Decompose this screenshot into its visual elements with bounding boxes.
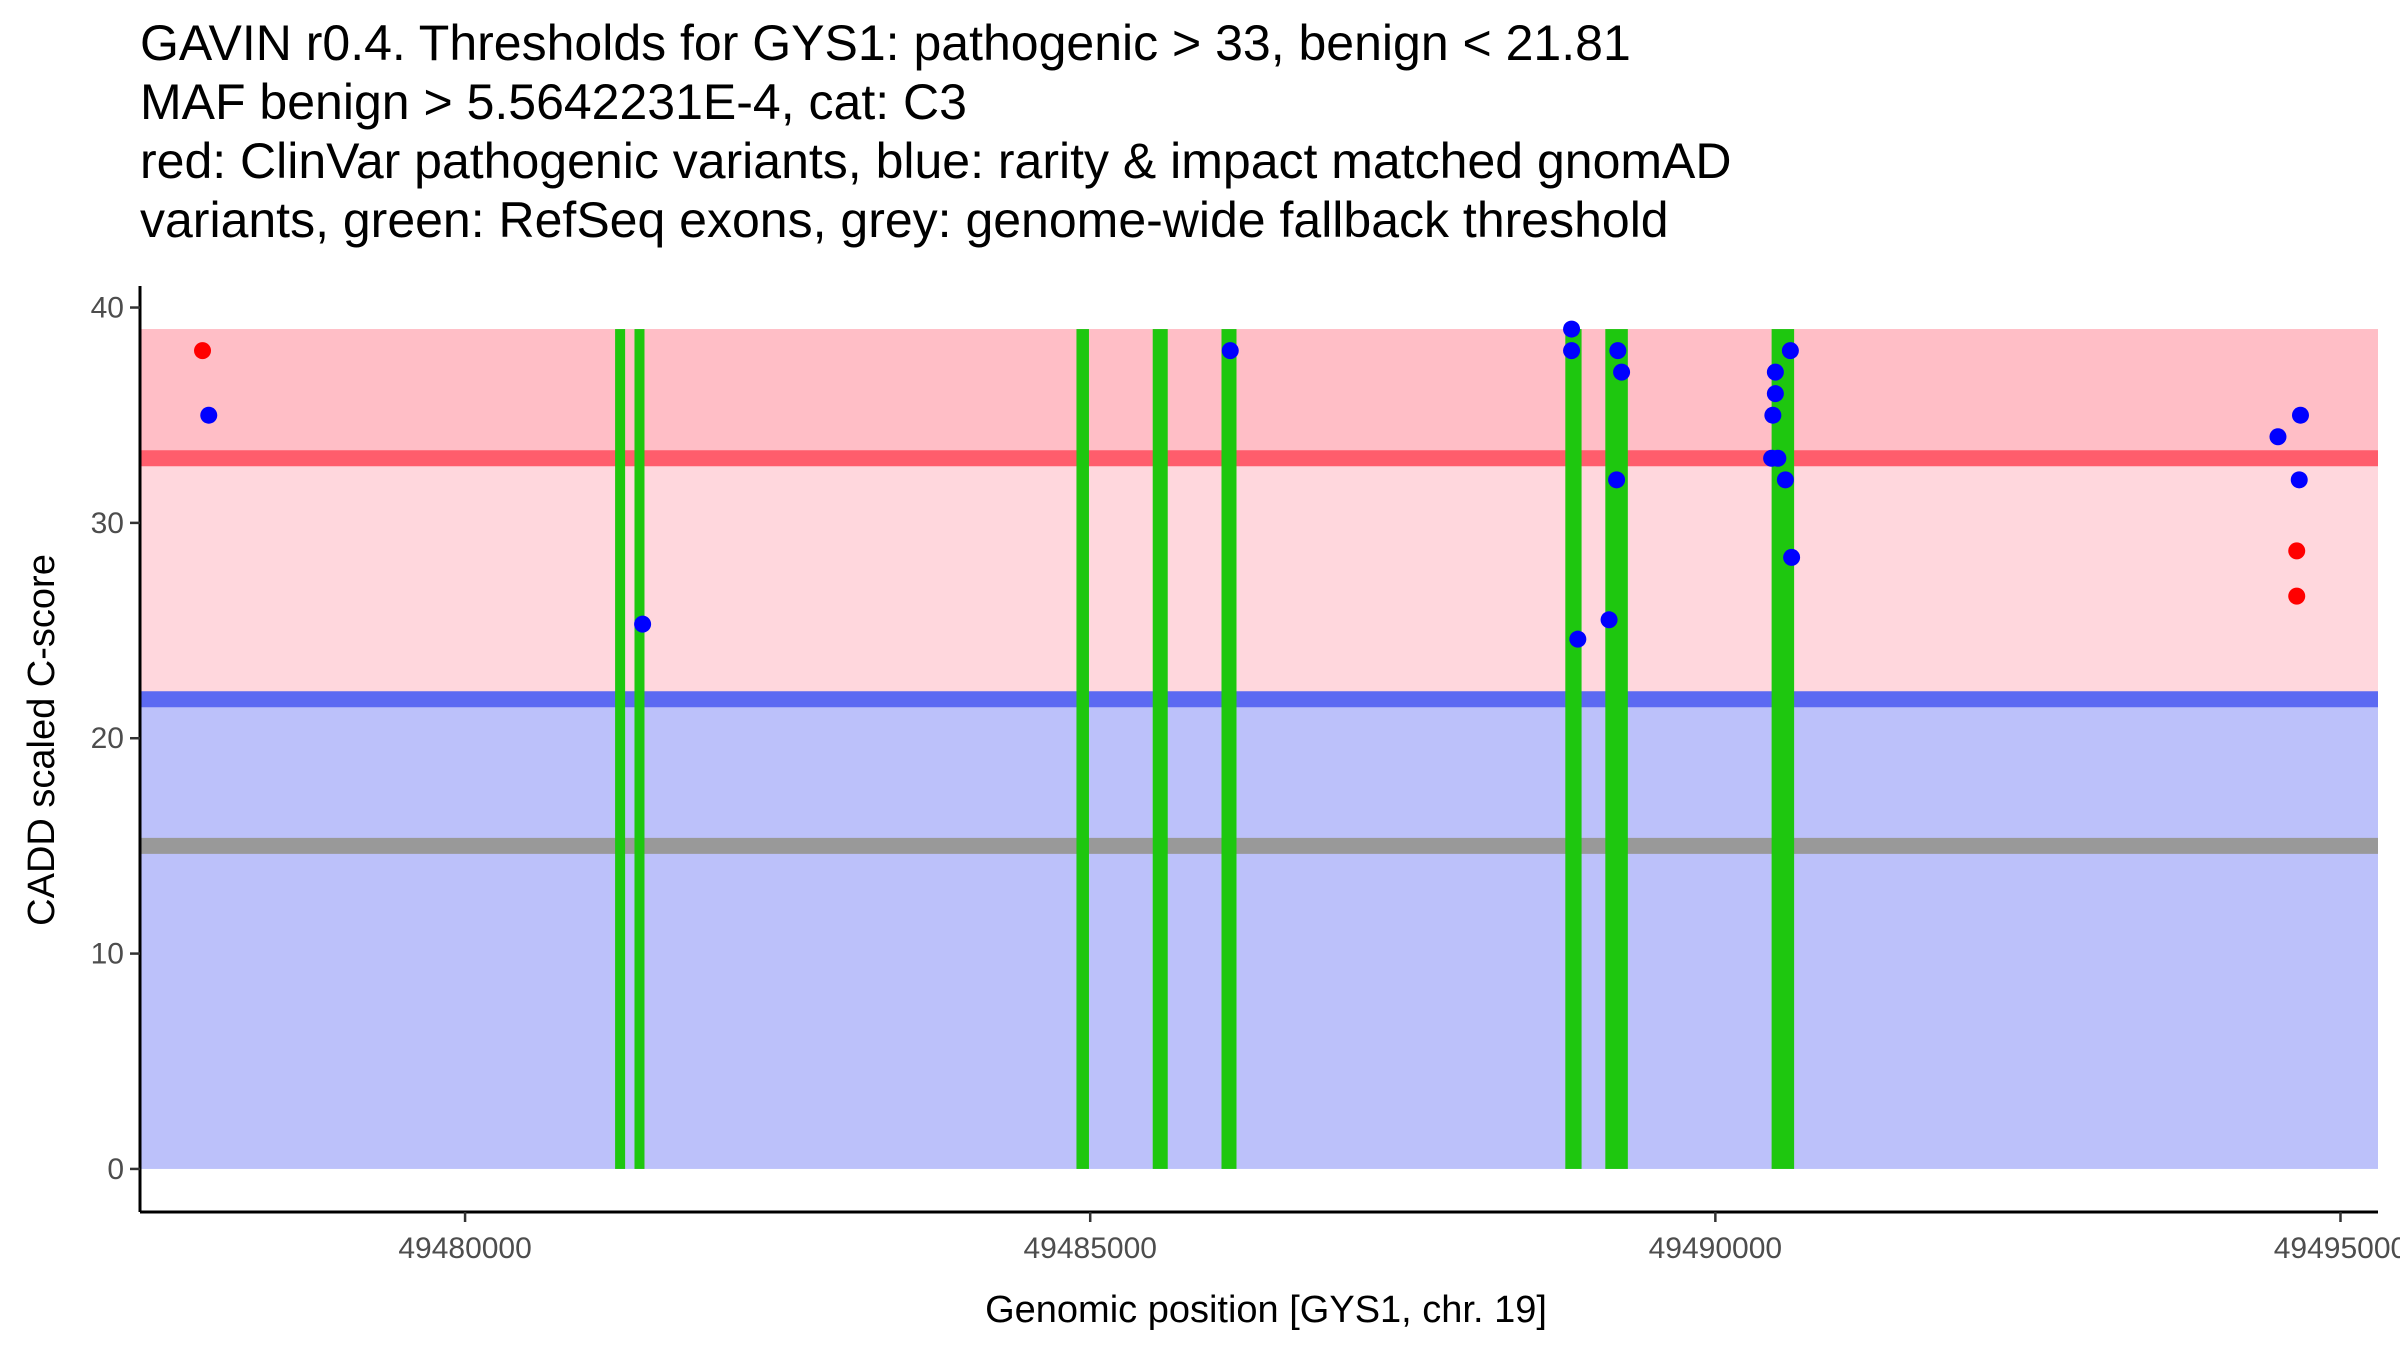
- gnomad-point-18: [1783, 548, 1801, 566]
- exon-7: [1605, 329, 1628, 1169]
- gnomad-point-16: [1776, 471, 1794, 489]
- gnomad-point-5: [1563, 342, 1581, 360]
- gnomad-point-11: [1766, 363, 1784, 381]
- gnomad-point-20: [2291, 406, 2309, 424]
- x-axis-title: Genomic position [GYS1, chr. 19]: [985, 1289, 1547, 1331]
- gnomad-point-6: [1569, 630, 1587, 648]
- exon-3: [1076, 329, 1089, 1169]
- x-tick-label-49490000: 49490000: [1649, 1232, 1782, 1265]
- clinvar-point-3: [2288, 587, 2306, 605]
- gnomad-point-19: [2269, 428, 2287, 446]
- pathogenic-high-region: [140, 329, 2378, 459]
- gnomad-point-2: [634, 615, 652, 633]
- exon-5: [1221, 329, 1237, 1169]
- x-tick-label-49485000: 49485000: [1023, 1232, 1156, 1265]
- gnomad-point-8: [1608, 471, 1626, 489]
- exon-1: [615, 329, 626, 1169]
- title-line-2: MAF benign > 5.5642231E-4, cat: C3: [140, 74, 967, 130]
- gnomad-point-9: [1609, 342, 1627, 360]
- gnomad-point-21: [2290, 471, 2308, 489]
- axes-layer: 0 10 20 30 40 49480000 49485000 49490000 4949500…: [91, 286, 2400, 1265]
- gnomad-point-7: [1600, 611, 1618, 629]
- gnomad-point-15: [1769, 449, 1787, 467]
- exon-8: [1771, 329, 1795, 1169]
- bands-layer: [140, 329, 2378, 1169]
- title-line-4: variants, green: RefSeq exons, grey: gen…: [140, 192, 1669, 248]
- gnomad-point-4: [1563, 320, 1581, 338]
- gnomad-point-10: [1613, 363, 1631, 381]
- clinvar-point-2: [2288, 542, 2306, 560]
- exons-layer: [615, 329, 1795, 1169]
- x-tick-label-49495000: 49495000: [2274, 1232, 2400, 1265]
- exon-6: [1565, 329, 1582, 1169]
- y-tick-label-30: 30: [91, 507, 124, 540]
- gnomad-point-13: [1764, 406, 1782, 424]
- y-axis-title: CADD scaled C-score: [21, 554, 63, 926]
- gnomad-point-12: [1766, 385, 1784, 403]
- gnomad-point-17: [1781, 342, 1799, 360]
- thresholds-layer: [140, 450, 2378, 854]
- clinvar-point-1: [194, 342, 212, 360]
- title-line-3: red: ClinVar pathogenic variants, blue: …: [140, 133, 1732, 189]
- title-line-1: GAVIN r0.4. Thresholds for GYS1: pathoge…: [140, 15, 1631, 71]
- y-tick-label-10: 10: [91, 938, 124, 971]
- points-layer: [194, 320, 2309, 648]
- y-tick-label-20: 20: [91, 722, 124, 755]
- y-tick-label-0: 0: [107, 1153, 124, 1186]
- y-tick-label-40: 40: [91, 292, 124, 325]
- x-tick-label-49480000: 49480000: [398, 1232, 531, 1265]
- exon-4: [1152, 329, 1168, 1169]
- gnomad-point-3: [1221, 342, 1239, 360]
- benign-region: [140, 699, 2378, 1169]
- gnomad-point-1: [200, 406, 218, 424]
- chart-title: GAVIN r0.4. Thresholds for GYS1: pathoge…: [140, 14, 1731, 250]
- exon-2: [634, 329, 645, 1169]
